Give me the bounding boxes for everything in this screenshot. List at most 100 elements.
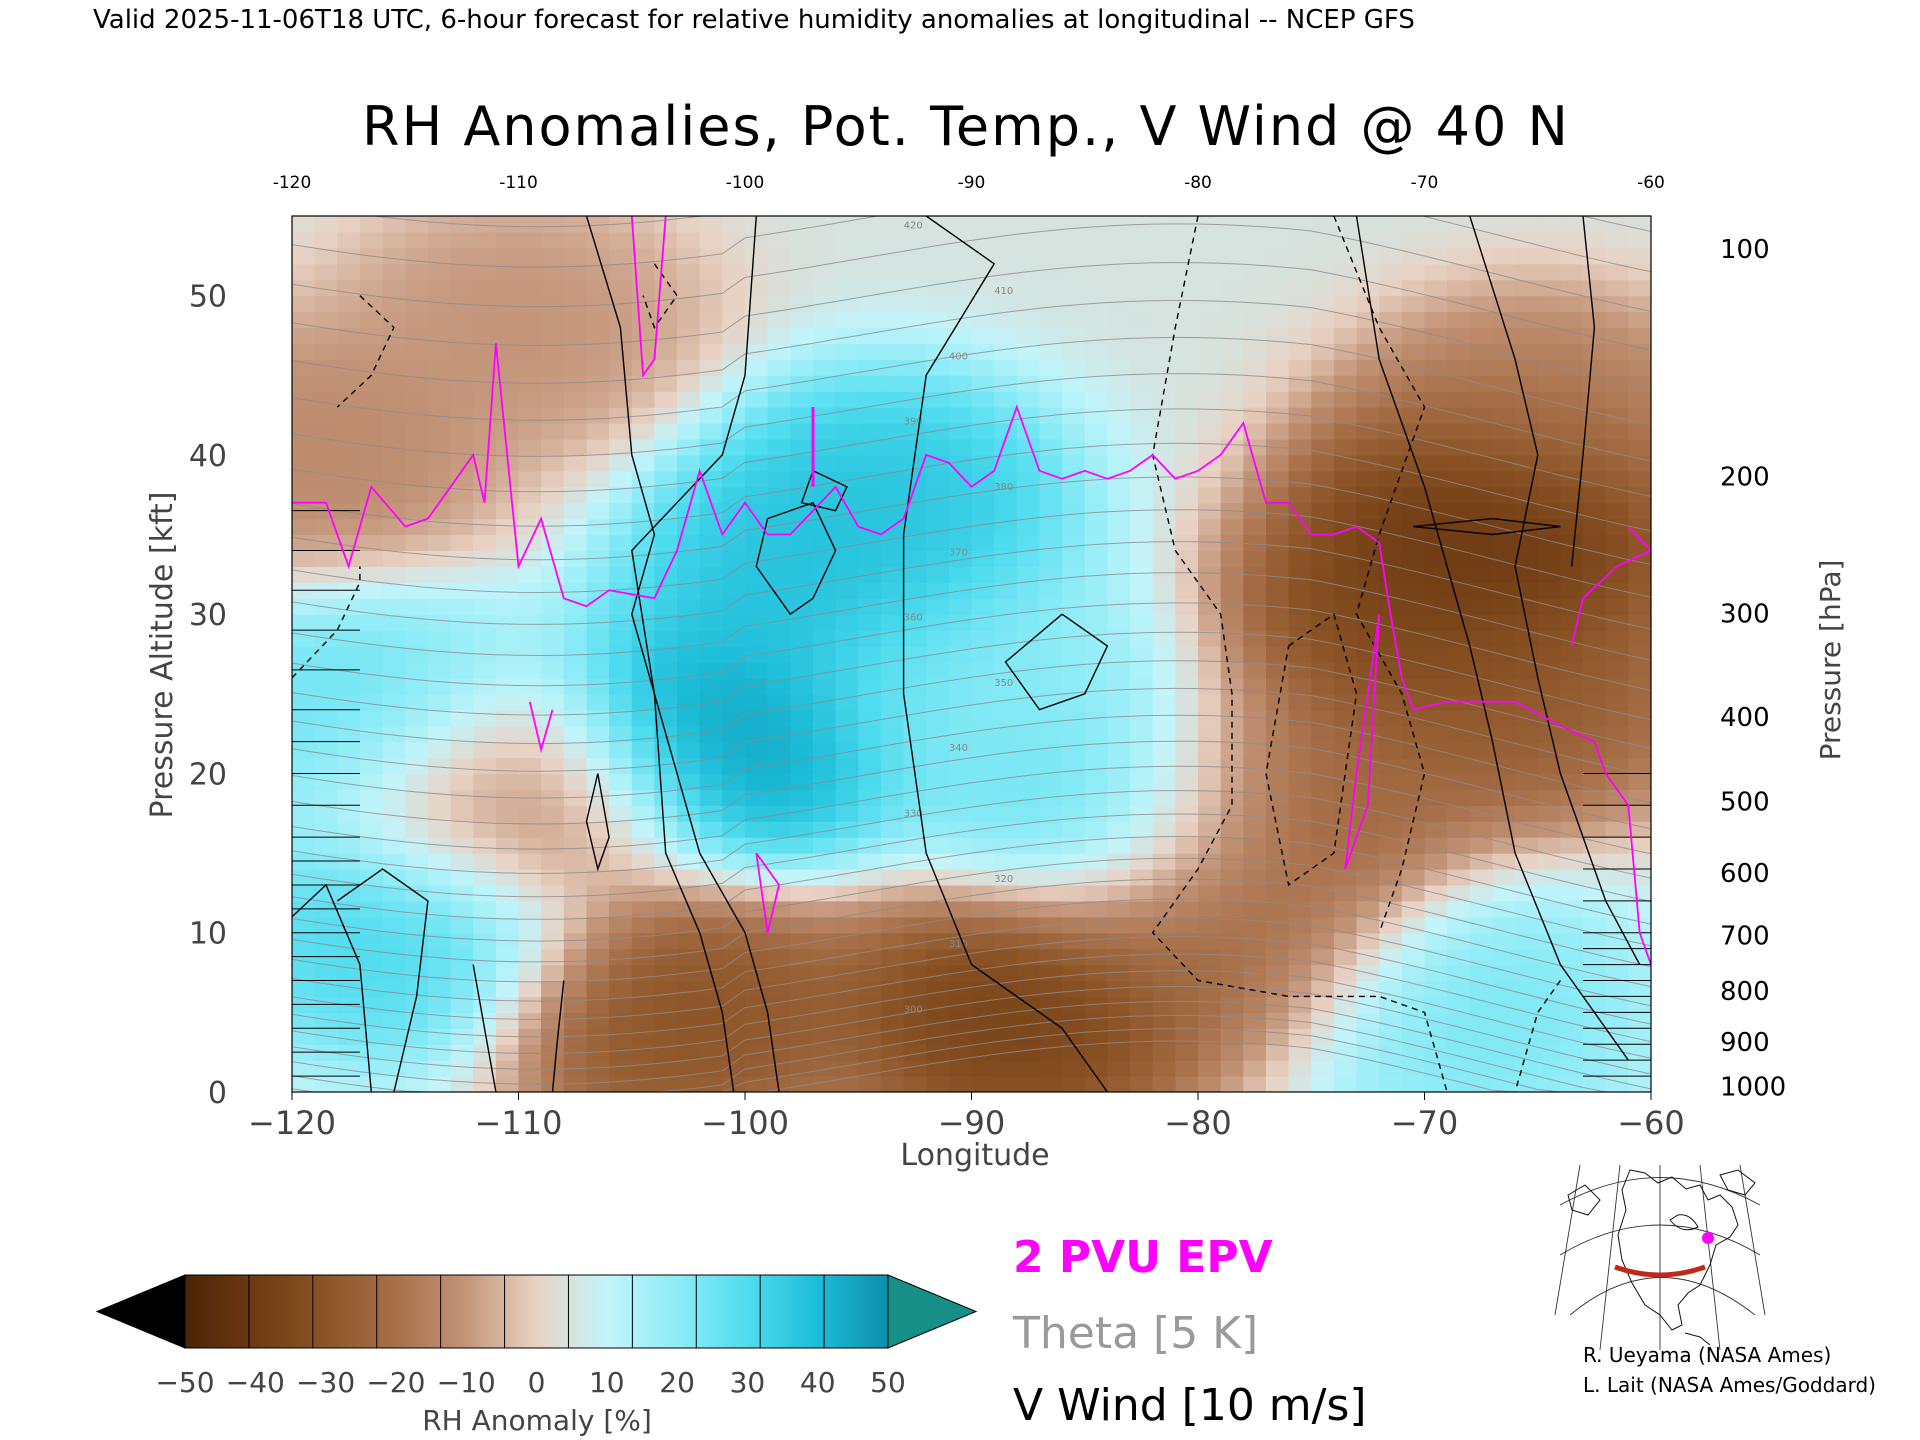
rh-cell xyxy=(858,454,882,472)
rh-cell xyxy=(1152,327,1176,344)
rh-cell xyxy=(994,677,1018,695)
rh-cell xyxy=(586,566,610,583)
rh-cell xyxy=(359,789,384,806)
rh-cell xyxy=(767,837,791,854)
rh-cell xyxy=(790,900,814,918)
rh-cell xyxy=(563,375,588,392)
rh-cell xyxy=(1152,932,1176,950)
rh-cell xyxy=(1198,566,1222,583)
rh-cell xyxy=(994,725,1018,743)
rh-cell xyxy=(948,566,973,583)
rh-cell xyxy=(1605,646,1629,663)
rh-cell xyxy=(1152,662,1176,679)
rh-cell xyxy=(858,709,882,727)
rh-cell xyxy=(1515,789,1539,806)
rh-cell xyxy=(1062,916,1086,934)
rh-cell xyxy=(1583,646,1607,663)
v-wind-contour xyxy=(1265,613,1358,887)
rh-cell xyxy=(1152,869,1176,886)
rh-cell xyxy=(1084,470,1109,488)
rh-cell xyxy=(1311,231,1335,249)
rh-cell xyxy=(427,757,452,774)
rh-cell xyxy=(948,1076,973,1092)
rh-cell xyxy=(518,757,542,774)
rh-cell xyxy=(1424,375,1448,392)
rh-cell xyxy=(994,263,1018,281)
rh-cell xyxy=(1447,805,1471,822)
rh-cell xyxy=(699,486,723,504)
rh-cell xyxy=(563,693,588,711)
rh-cell xyxy=(1560,566,1584,583)
rh-cell xyxy=(1537,1076,1562,1092)
rh-cell xyxy=(382,821,406,838)
rh-cell xyxy=(835,614,859,631)
rh-cell xyxy=(835,693,859,711)
rh-cell xyxy=(1016,502,1041,520)
rh-cell xyxy=(359,630,384,647)
rh-cell xyxy=(1220,231,1244,249)
rh-cell xyxy=(314,646,338,663)
rh-cell xyxy=(631,391,655,408)
rh-cell xyxy=(1583,1060,1607,1077)
rh-cell xyxy=(971,980,995,997)
x-top-tick-label: -90 xyxy=(958,173,986,193)
rh-cell xyxy=(926,741,950,759)
rh-cell xyxy=(1220,646,1244,663)
rh-cell xyxy=(1424,614,1448,631)
rh-cell xyxy=(495,407,520,424)
rh-cell xyxy=(631,216,655,233)
rh-cell xyxy=(1537,1012,1562,1029)
rh-cell xyxy=(699,1012,723,1029)
rh-cell xyxy=(1401,534,1426,551)
rh-cell xyxy=(541,948,565,966)
rh-cell xyxy=(495,980,520,997)
colorbar-tick-label: −30 xyxy=(296,1366,355,1399)
rh-cell xyxy=(1039,996,1063,1013)
rh-cell xyxy=(926,375,950,392)
rh-cell xyxy=(495,550,520,567)
rh-cell xyxy=(1198,662,1222,679)
rh-cell xyxy=(405,996,429,1013)
rh-cell xyxy=(563,853,588,870)
rh-cell xyxy=(405,1012,429,1029)
rh-cell xyxy=(382,614,406,631)
rh-cell xyxy=(563,216,588,233)
rh-cell xyxy=(450,439,474,456)
rh-cell xyxy=(654,343,678,360)
rh-cell xyxy=(1515,932,1539,950)
rh-cell xyxy=(1560,869,1584,886)
rh-cell xyxy=(1130,757,1154,774)
rh-cell xyxy=(654,439,678,456)
rh-cell xyxy=(1288,757,1312,774)
rh-cell xyxy=(1628,884,1651,902)
rh-cell xyxy=(1152,582,1176,599)
rh-cell xyxy=(495,598,520,615)
rh-cell xyxy=(450,900,474,918)
rh-cell xyxy=(518,773,542,790)
rh-cell xyxy=(1130,279,1154,297)
rh-cell xyxy=(359,821,384,838)
rh-cell xyxy=(1379,582,1403,599)
rh-cell xyxy=(1401,805,1426,822)
rh-cell xyxy=(1107,359,1131,376)
rh-cell xyxy=(903,964,927,982)
x-axis-top: -120 -110 -100 -90 -80 -70 -60 xyxy=(273,173,1665,193)
rh-cell xyxy=(1356,1028,1380,1045)
rh-cell xyxy=(1288,454,1312,472)
rh-cell xyxy=(359,550,384,567)
rh-cell xyxy=(563,884,588,902)
rh-cell xyxy=(1152,598,1176,615)
rh-cell xyxy=(337,1028,361,1045)
rh-cell xyxy=(1016,757,1041,774)
rh-cell xyxy=(1311,423,1335,440)
rh-cell xyxy=(495,964,520,982)
rh-cell xyxy=(631,853,655,870)
rh-cell xyxy=(1333,662,1358,679)
rh-cell xyxy=(1130,598,1154,615)
rh-cell xyxy=(1107,630,1131,647)
rh-cell xyxy=(1016,1028,1041,1045)
rh-cell xyxy=(790,725,814,743)
rh-cell xyxy=(382,407,406,424)
rh-cell xyxy=(767,1028,791,1045)
theta-contour-label: 410 xyxy=(994,286,1013,297)
